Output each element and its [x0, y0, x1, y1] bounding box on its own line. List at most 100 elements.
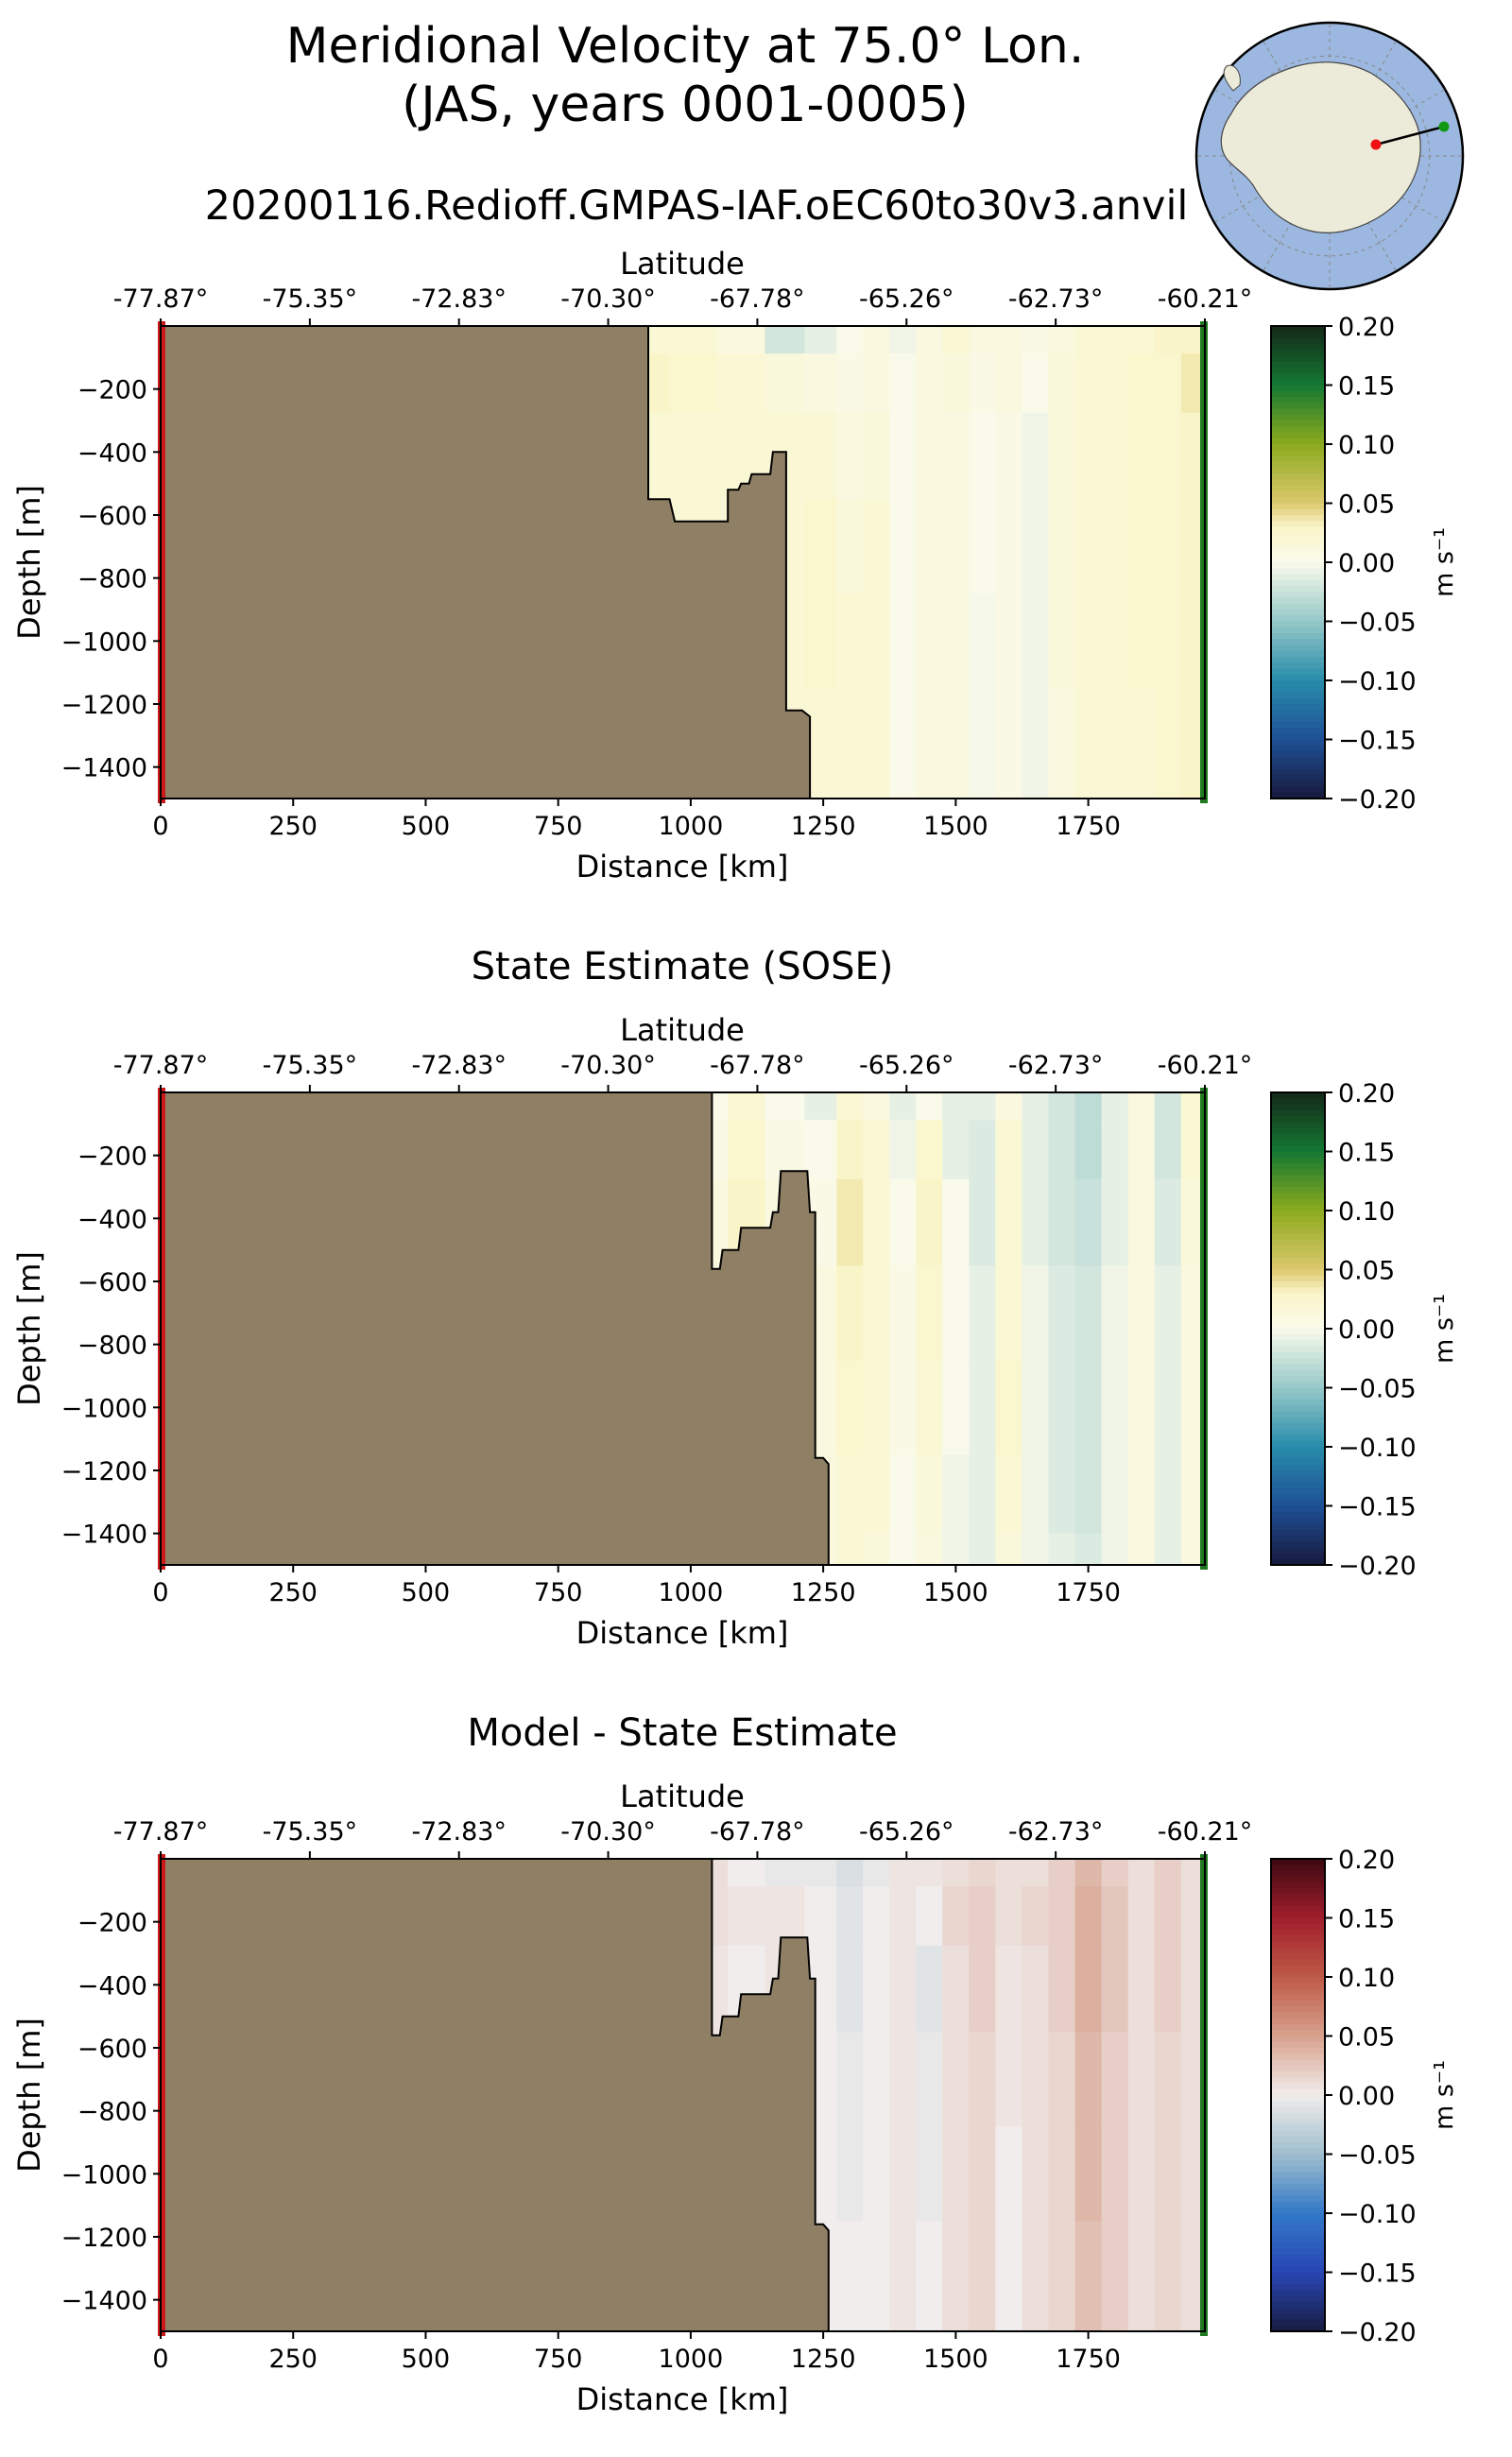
field-cell: [1101, 1454, 1129, 1535]
x-tick-label: 0: [152, 2345, 168, 2374]
field-cell: [1154, 1533, 1182, 1566]
colorbar-strip: [1271, 550, 1325, 558]
field-cell: [916, 1533, 944, 1566]
field-cell: [889, 688, 918, 768]
field-cell: [969, 326, 997, 354]
field-cell: [1127, 1360, 1156, 1456]
field-cell: [863, 1265, 890, 1362]
colorbar-strip: [1271, 361, 1325, 369]
colorbar-strip: [1271, 1894, 1325, 1901]
field-cell: [836, 688, 864, 768]
colorbar-strip: [1271, 1287, 1325, 1295]
field-cell: [1074, 2299, 1103, 2332]
colorbar-strip: [1271, 1864, 1325, 1872]
field-cell: [1154, 766, 1182, 799]
x-tick-label: 0: [152, 1578, 168, 1607]
colorbar-strip: [1271, 2088, 1325, 2096]
y-axis-label: Depth [m]: [11, 1251, 47, 1406]
field-cell: [942, 1945, 971, 2034]
y-tick-label: −1200: [61, 691, 147, 720]
field-cell: [969, 353, 997, 414]
field-cell: [1022, 499, 1050, 595]
field-cell: [863, 326, 890, 354]
colorbar-tick-label: 0.20: [1338, 1079, 1395, 1108]
field-cell: [765, 326, 806, 354]
y-tick-label: −600: [77, 2035, 147, 2064]
colorbar-strip: [1271, 610, 1325, 616]
field-cell: [728, 1120, 766, 1180]
field-cell: [1154, 2032, 1182, 2128]
colorbar-strip: [1271, 751, 1325, 758]
colorbar-strip: [1271, 1240, 1325, 1247]
field-cell: [942, 1178, 971, 1267]
field-cell: [995, 2126, 1023, 2223]
colorbar-tick-label: 0.15: [1338, 372, 1395, 402]
field-cell: [1101, 1859, 1129, 1887]
colorbar-label: m s⁻¹: [1430, 2060, 1459, 2130]
y-tick-label: −800: [77, 2098, 147, 2127]
colorbar-strip: [1271, 1298, 1325, 1306]
plot-frame: [160, 325, 1206, 799]
colorbar-strip: [1271, 1423, 1325, 1430]
colorbar-strip: [1271, 2106, 1325, 2114]
field-cell: [969, 1120, 997, 1180]
colorbar-strip: [1271, 2119, 1325, 2125]
colorbar-strip: [1271, 674, 1325, 681]
field-cell: [863, 2221, 890, 2301]
colorbar-strip: [1271, 1941, 1325, 1949]
colorbar-strip: [1271, 574, 1325, 581]
field-cell: [889, 353, 918, 414]
colorbar-tick-label: 0.20: [1338, 1846, 1395, 1875]
colorbar-strip: [1271, 1518, 1325, 1524]
field-cell: [1048, 1178, 1076, 1267]
colorbar-strip: [1271, 2248, 1325, 2256]
field-cell: [836, 499, 864, 595]
colorbar-strip: [1271, 704, 1325, 711]
colorbar-strip: [1271, 497, 1325, 505]
field-cell: [995, 1265, 1023, 1362]
colorbar-strip: [1271, 1311, 1325, 1318]
field-cell: [916, 1886, 944, 1947]
colorbar-tick-label: 0.05: [1338, 2023, 1395, 2053]
colorbar-strip: [1271, 2166, 1325, 2173]
field-cell: [916, 593, 944, 690]
field-cell: [863, 353, 890, 414]
field-cell: [863, 2299, 890, 2332]
colorbar-strip: [1271, 350, 1325, 356]
field-cell: [1048, 1454, 1076, 1535]
field-cell: [1154, 353, 1182, 414]
colorbar-strip: [1271, 775, 1325, 782]
field-cell: [1127, 1120, 1156, 1180]
colorbar-strip: [1271, 2313, 1325, 2321]
colorbar-strip: [1271, 1269, 1325, 1277]
y-tick-label: −400: [77, 438, 147, 468]
colorbar-strip: [1271, 1187, 1325, 1194]
field-cell: [1154, 593, 1182, 690]
colorbar-tick-label: 0.05: [1338, 490, 1395, 520]
y-tick-label: −1200: [61, 2224, 147, 2253]
field-cell: [1074, 2126, 1103, 2223]
colorbar-strip: [1271, 1329, 1325, 1335]
field-cell: [995, 412, 1023, 501]
field-cell: [889, 1120, 918, 1180]
x-tick-label: 500: [402, 812, 451, 841]
field-cell: [1074, 1178, 1103, 1267]
y-tick-label: −400: [77, 1971, 147, 2001]
colorbar-strip: [1271, 1947, 1325, 1954]
colorbar-strip: [1271, 1429, 1325, 1436]
field-cell: [916, 1945, 944, 2034]
field-cell: [1022, 412, 1050, 501]
colorbar-strip: [1271, 343, 1325, 351]
field-cell: [916, 2299, 944, 2332]
field-cell: [916, 1859, 944, 1887]
x-tick-label: 750: [534, 812, 583, 841]
field-cell: [1154, 499, 1182, 595]
field-cell: [1101, 766, 1129, 799]
field-cell: [1074, 326, 1103, 354]
field-cell: [863, 412, 890, 501]
top-tick-label: -70.30°: [560, 1817, 656, 1847]
field-cell: [969, 1533, 997, 1566]
y-tick-label: −200: [77, 1909, 147, 1938]
y-tick-label: −400: [77, 1205, 147, 1234]
field-cell: [1022, 1533, 1050, 1566]
